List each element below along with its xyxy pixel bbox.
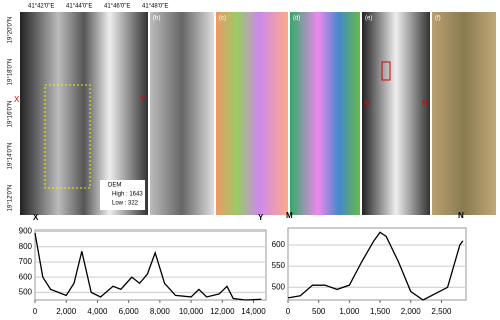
end-label: Y (258, 213, 264, 222)
panel-image (290, 12, 360, 215)
map-mark: M (364, 99, 371, 108)
lon-label: 41°44'0"E (66, 4, 92, 10)
legend-title: DEM (108, 183, 121, 189)
plot-area (287, 227, 467, 301)
lon-label: 41°48'0"E (142, 4, 168, 10)
lat-label: 19°14'0"N (8, 143, 14, 170)
profile-line (34, 232, 262, 301)
panel-image (150, 12, 214, 215)
x-tick-label: 2,500 (431, 307, 452, 316)
panel-label: (d) (293, 16, 300, 22)
start-label: M (286, 211, 293, 220)
x-tick-label: 2,000 (56, 307, 77, 316)
x-tick-label: 8,000 (150, 307, 171, 316)
lon-label: 41°42'0"E (28, 4, 54, 10)
panel-label: (e) (365, 16, 372, 22)
lon-label: 41°46'0"E (104, 4, 130, 10)
y-tick-label: 600 (272, 240, 286, 249)
panel-image (362, 12, 430, 215)
y-tick-label: 700 (19, 257, 33, 266)
x-tick-label: 6,000 (119, 307, 140, 316)
study-box (44, 84, 91, 189)
x-tick-label: 1,000 (339, 307, 360, 316)
lat-label: 19°16'0"N (8, 101, 14, 128)
y-tick-label: 500 (19, 288, 33, 297)
legend-box (100, 180, 145, 210)
x-tick-label: 14,000 (241, 307, 266, 316)
x-tick-label: 0 (33, 307, 38, 316)
lat-label: 19°18'0"N (8, 59, 14, 86)
map-mark: N (422, 99, 428, 108)
x-tick-label: 500 (312, 307, 326, 316)
x-tick-label: 12,000 (210, 307, 235, 316)
legend-high: High : 1643 (112, 192, 143, 198)
x-tick-label: 2,000 (401, 307, 422, 316)
panel-image (432, 12, 496, 215)
x-tick-label: 10,000 (179, 307, 204, 316)
panel-image (216, 12, 288, 215)
y-tick-label: 900 (19, 227, 33, 236)
panel-label: (f) (435, 16, 441, 22)
y-tick-label: 800 (19, 242, 33, 251)
y-tick-label: 550 (272, 261, 286, 270)
x-tick-label: 0 (286, 307, 291, 316)
map-mark: X (14, 95, 20, 104)
panel-label: (c) (219, 16, 226, 22)
x-tick-label: 4,000 (87, 307, 108, 316)
lat-label: 19°12'0"N (8, 185, 14, 212)
start-label: X (33, 213, 39, 222)
legend-low: Low : 322 (112, 201, 139, 207)
study-box (381, 61, 391, 81)
profile-line (287, 231, 464, 301)
map-mark: Y (140, 95, 146, 104)
end-label: N (458, 211, 464, 220)
lat-label: 19°20'0"N (8, 17, 14, 44)
x-tick-label: 1,500 (370, 307, 391, 316)
panel-label: (b) (153, 16, 160, 22)
y-tick-label: 600 (19, 272, 33, 281)
y-tick-label: 500 (272, 282, 286, 291)
